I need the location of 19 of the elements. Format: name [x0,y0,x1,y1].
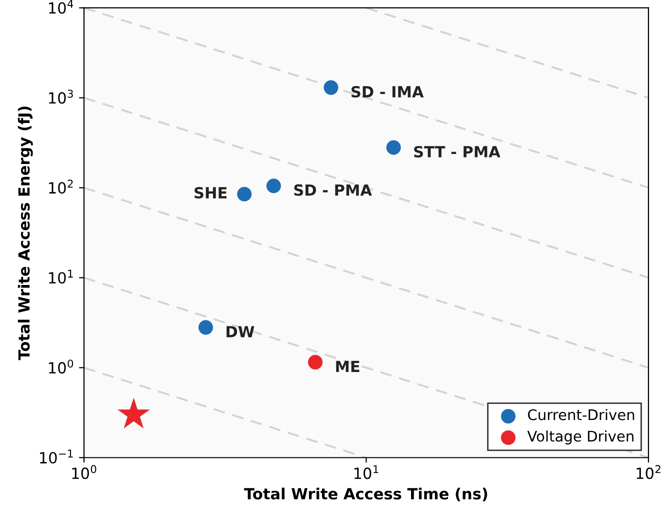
y-tick-label: 10$^{0}$ [49,360,74,374]
legend-label: Voltage Driven [527,430,634,444]
y-tick-label: 10$^{3}$ [49,90,73,104]
x-tick-label: 10$^{1}$ [354,465,378,480]
y-tick-label: 10$^{−1}$ [40,450,73,464]
annotation: SHE [194,186,227,199]
y-tick-label: 10$^{2}$ [49,180,73,194]
annotation: ME [336,360,360,372]
x-axis-title: Total Write Access Time (ns) [244,488,488,502]
x-tick-label: 10$^{2}$ [636,465,660,480]
annotation: STT - PMA [414,146,500,158]
annotation: SD - IMA [352,86,424,98]
annotation: DW [226,326,254,338]
y-tick-label: 10$^{1}$ [49,270,73,284]
annotation: SD - PMA [294,184,372,196]
legend-label: Current-Driven [528,408,634,420]
y-tick-label: 10$^{4}$ [49,0,74,14]
y-axis-title: Total Write Access Energy (fJ) [18,106,33,360]
x-tick-label: 10$^{0}$ [72,465,96,480]
